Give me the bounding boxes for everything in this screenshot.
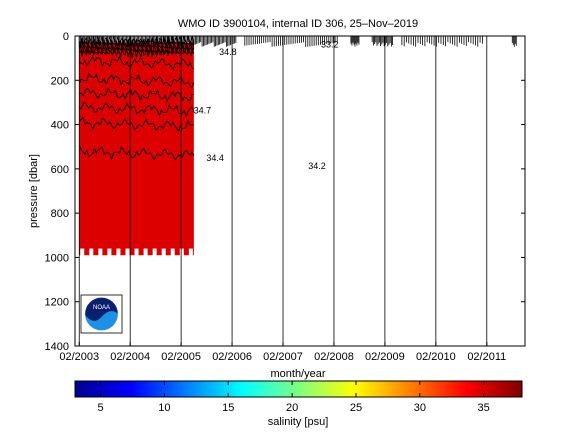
- colorbar-tick-label: 20: [286, 402, 298, 414]
- colorbar-tick-label: 15: [222, 402, 234, 414]
- y-tick-label: 800: [51, 208, 69, 220]
- contour-line: [78, 116, 194, 133]
- x-axis-label: month/year: [270, 368, 325, 380]
- contour-line-surface: [79, 47, 195, 58]
- y-axis-ticks: 0 200 400 600 800 1000 1200 1400: [45, 31, 525, 353]
- profile-gap: [125, 248, 130, 257]
- y-tick-label: 200: [51, 75, 69, 87]
- profile-gap: [98, 248, 103, 257]
- colorbar-gradient: [74, 380, 523, 398]
- contour-line: [78, 101, 195, 118]
- profile-gap: [170, 248, 175, 257]
- contour-line: [79, 87, 194, 102]
- y-tick-label: 1000: [45, 252, 69, 264]
- x-tick-label: 02/2009: [365, 351, 405, 363]
- profile-gap: [116, 248, 121, 257]
- profile-gap: [152, 248, 157, 257]
- colorbar-tick-label: 30: [414, 402, 426, 414]
- colorbar-tick-label: 35: [478, 402, 490, 414]
- x-tick-label: 02/2008: [314, 351, 354, 363]
- x-axis-ticks: 02/2003 02/2004 02/2005 02/2006 02/2007 02/20…: [59, 342, 506, 363]
- profile-gap: [107, 248, 112, 257]
- profile-gap: [188, 248, 193, 257]
- salinity-fill-block: [79, 42, 194, 256]
- x-tick-label: 02/2005: [161, 351, 201, 363]
- contour-line-surface: [78, 41, 195, 53]
- surface-profile-ticks: [78, 36, 517, 47]
- x-tick-label: 02/2003: [59, 351, 99, 363]
- plot-area: [75, 36, 525, 346]
- salinity-profiles-fill: [79, 42, 194, 257]
- vertical-grid: [78, 36, 488, 346]
- contour-labels: 34.8 33.2 34.7 34.4 34.2: [194, 40, 339, 171]
- axes-frame: [74, 35, 526, 347]
- contour-label: 34.7: [194, 106, 212, 116]
- profile-gap: [179, 248, 184, 257]
- profile-gap: [134, 248, 139, 257]
- chart-title: WMO ID 3900104, internal ID 306, 25–Nov–…: [178, 18, 418, 30]
- y-tick-label: 1400: [45, 341, 69, 353]
- y-tick-label: 1200: [45, 297, 69, 309]
- profile-gap: [80, 248, 85, 257]
- x-tick-label: 02/2004: [110, 351, 150, 363]
- x-tick-label: 02/2010: [416, 351, 456, 363]
- y-tick-label: 400: [51, 120, 69, 132]
- contour-line-surface: [78, 44, 195, 55]
- contour-line: [78, 72, 195, 89]
- colorbar-tick-label: 10: [158, 402, 170, 414]
- contour-label: 33.2: [321, 40, 339, 50]
- contour-label: 34.4: [206, 153, 224, 163]
- contour-label: 34.2: [308, 161, 326, 171]
- colorbar-ticks: 5 10 15 20 25 30 35: [97, 381, 490, 414]
- contour-line: [78, 145, 195, 161]
- y-tick-label: 0: [63, 31, 69, 43]
- colorbar-tick-label: 25: [350, 402, 362, 414]
- y-axis-label: pressure [dbar]: [28, 154, 40, 228]
- profile-gap: [161, 248, 166, 257]
- x-tick-label: 02/2011: [467, 351, 506, 363]
- colorbar: 5 10 15 20 25 30 35 salinity [psu]: [74, 380, 523, 428]
- contour-line: [78, 55, 195, 71]
- svg-text:NOAA: NOAA: [93, 305, 110, 311]
- profile-gap: [143, 248, 148, 257]
- x-tick-label: 02/2007: [263, 351, 303, 363]
- y-tick-label: 600: [51, 164, 69, 176]
- profile-gap: [89, 248, 94, 257]
- x-tick-label: 02/2006: [212, 351, 252, 363]
- contour-label: 34.8: [219, 47, 237, 57]
- colorbar-tick-label: 5: [97, 402, 103, 414]
- noaa-logo: NOAA: [80, 294, 123, 334]
- colorbar-label: salinity [psu]: [268, 416, 329, 428]
